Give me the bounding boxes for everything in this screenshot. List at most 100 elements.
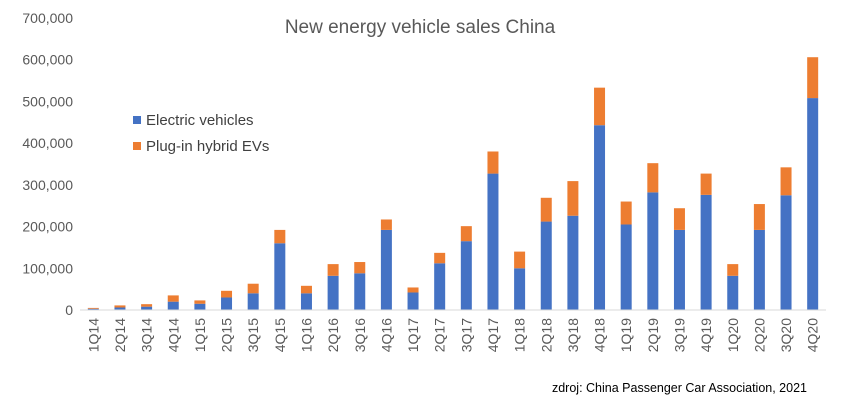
y-tick-label: 300,000 — [22, 177, 73, 193]
bar-electric-3Q16 — [354, 273, 366, 310]
x-tick-label: 3Q16 — [352, 318, 368, 352]
bar-series — [87, 57, 819, 311]
bar-phev-2Q16 — [327, 264, 339, 276]
bar-electric-2Q19 — [647, 192, 659, 310]
bar-phev-3Q18 — [567, 181, 579, 216]
y-tick-label: 600,000 — [22, 52, 73, 68]
x-tick-label: 4Q14 — [165, 318, 181, 352]
bar-electric-2Q16 — [327, 275, 339, 310]
x-tick-label: 3Q19 — [671, 318, 687, 352]
y-tick-label: 500,000 — [22, 93, 73, 109]
y-tick-label: 400,000 — [22, 135, 73, 151]
bar-electric-4Q15 — [274, 243, 286, 310]
bar-phev-2Q14 — [114, 305, 126, 308]
bar-phev-2Q17 — [434, 252, 446, 264]
bar-electric-3Q17 — [460, 241, 472, 310]
bar-electric-4Q14 — [167, 301, 179, 310]
bar-electric-3Q15 — [247, 293, 259, 310]
x-tick-label: 1Q15 — [192, 318, 208, 352]
x-tick-label: 1Q14 — [85, 318, 101, 352]
source-note: zdroj: China Passenger Car Association, … — [551, 381, 807, 395]
bar-electric-3Q20 — [780, 195, 792, 310]
bar-phev-4Q14 — [167, 295, 179, 302]
bar-phev-1Q16 — [300, 285, 312, 294]
bar-phev-4Q19 — [700, 173, 712, 195]
bar-phev-4Q15 — [274, 229, 286, 244]
bar-electric-4Q20 — [807, 98, 819, 310]
bar-electric-1Q19 — [620, 224, 632, 310]
legend-item-phev: Plug-in hybrid EVs — [133, 133, 269, 159]
bar-electric-3Q18 — [567, 215, 579, 310]
bar-phev-3Q17 — [460, 226, 472, 242]
x-axis-ticks: 1Q14 2Q14 3Q14 4Q14 1Q15 2Q15 3Q15 4Q15 1Q16 2Q16… — [85, 318, 820, 352]
bar-phev-4Q17 — [487, 151, 499, 174]
legend-label-phev: Plug-in hybrid EVs — [146, 137, 270, 155]
x-tick-label: 4Q16 — [378, 318, 394, 352]
x-tick-label: 4Q17 — [485, 318, 501, 352]
bar-phev-1Q20 — [727, 264, 739, 276]
x-tick-label: 2Q14 — [112, 318, 128, 352]
x-tick-label: 2Q18 — [538, 318, 554, 352]
legend-swatch-electric — [133, 116, 141, 124]
bar-phev-2Q19 — [647, 163, 659, 193]
x-tick-label: 3Q14 — [139, 318, 155, 352]
x-tick-label: 3Q15 — [245, 318, 261, 352]
legend-label-electric: Electric vehicles — [146, 111, 254, 129]
bar-phev-2Q20 — [753, 204, 765, 230]
bar-electric-1Q18 — [514, 268, 526, 310]
x-tick-label: 2Q17 — [432, 318, 448, 352]
chart-title: New energy vehicle sales China — [284, 17, 556, 38]
bar-phev-1Q19 — [620, 201, 632, 225]
x-tick-label: 1Q18 — [512, 318, 528, 352]
bar-electric-2Q17 — [434, 263, 446, 310]
x-tick-label: 2Q15 — [219, 318, 235, 352]
bar-phev-1Q14 — [87, 307, 99, 309]
bar-electric-1Q16 — [300, 293, 312, 310]
y-tick-label: 200,000 — [22, 219, 73, 235]
bar-phev-1Q17 — [407, 287, 419, 293]
x-tick-label: 3Q17 — [458, 318, 474, 352]
x-tick-label: 2Q20 — [751, 318, 767, 352]
bar-electric-4Q18 — [594, 125, 606, 311]
x-tick-label: 4Q15 — [272, 318, 288, 352]
bar-phev-3Q16 — [354, 262, 366, 274]
legend-item-electric: Electric vehicles — [133, 107, 269, 133]
y-tick-label: 0 — [65, 302, 73, 318]
bar-electric-4Q16 — [380, 229, 392, 310]
x-tick-label: 2Q16 — [325, 318, 341, 352]
bar-electric-1Q15 — [194, 303, 206, 310]
bar-electric-2Q18 — [540, 221, 552, 310]
bar-electric-1Q20 — [727, 275, 739, 310]
bar-phev-3Q20 — [780, 167, 792, 196]
x-tick-label: 1Q20 — [725, 318, 741, 352]
legend: Electric vehicles Plug-in hybrid EVs — [133, 107, 269, 159]
x-tick-label: 1Q19 — [618, 318, 634, 352]
bar-electric-3Q19 — [673, 229, 685, 310]
bar-electric-1Q17 — [407, 292, 419, 310]
bar-phev-3Q14 — [141, 304, 153, 307]
bar-phev-1Q15 — [194, 300, 206, 304]
bar-phev-4Q16 — [380, 219, 392, 230]
y-tick-label: 700,000 — [22, 10, 73, 26]
x-tick-label: 3Q20 — [778, 318, 794, 352]
bar-electric-2Q14 — [114, 307, 126, 310]
y-tick-label: 100,000 — [22, 260, 73, 276]
x-tick-label: 3Q18 — [565, 318, 581, 352]
bar-electric-4Q19 — [700, 194, 712, 310]
bar-electric-1Q14 — [87, 308, 99, 310]
bar-phev-3Q19 — [673, 208, 685, 230]
bar-electric-2Q15 — [221, 297, 233, 310]
bar-phev-2Q18 — [540, 197, 552, 222]
bar-phev-3Q15 — [247, 283, 259, 294]
bar-phev-2Q15 — [221, 290, 233, 298]
bar-electric-4Q17 — [487, 173, 499, 310]
bar-phev-1Q18 — [514, 251, 526, 269]
legend-swatch-phev — [133, 142, 141, 150]
x-tick-label: 4Q20 — [805, 318, 821, 352]
x-tick-label: 1Q16 — [298, 318, 314, 352]
bar-phev-4Q20 — [807, 57, 819, 99]
x-tick-label: 4Q18 — [592, 318, 608, 352]
x-tick-label: 4Q19 — [698, 318, 714, 352]
